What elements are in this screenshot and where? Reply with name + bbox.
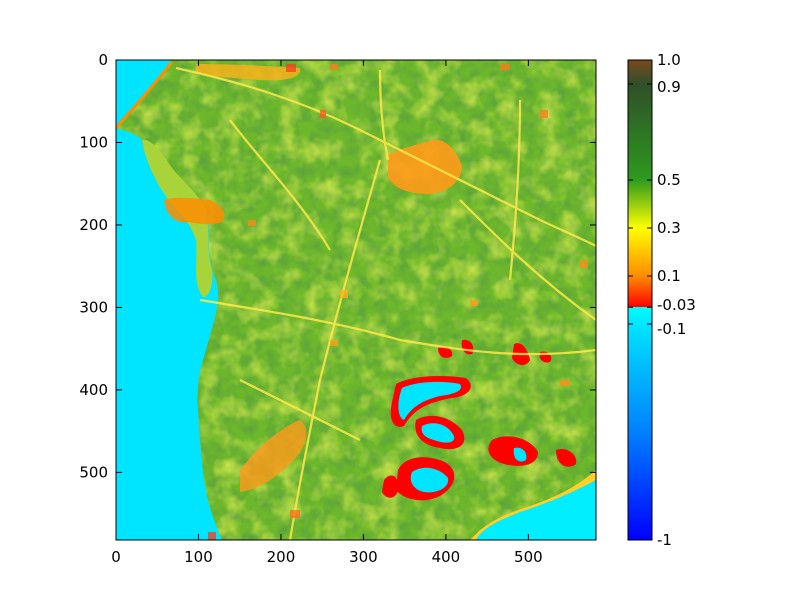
colorbar-tick-label: -0.1: [657, 320, 686, 338]
x-tick-label: 500: [514, 548, 543, 566]
y-tick-label: 300: [79, 298, 108, 316]
y-axis: 0 100 200 300 400 500: [79, 51, 596, 481]
y-tick-label: 500: [79, 463, 108, 481]
plot-frame: [115, 59, 597, 541]
heatmap-image: [116, 60, 596, 540]
region-peninsula: [142, 139, 213, 297]
x-tick-label: 400: [432, 548, 461, 566]
field-patches: [208, 64, 588, 540]
region-coastline: [470, 470, 596, 540]
colorbar-tick-label: 1.0: [657, 51, 681, 69]
region-town-top: [196, 64, 301, 81]
roads: [175, 66, 596, 540]
region-urban-coast: [164, 197, 225, 225]
x-axis: 0 100 200 300 400 500: [111, 60, 543, 566]
colorbar-ticks: -1 -0.1 -0.03 0.1 0.3 0.5 0.9 1.0: [628, 51, 696, 549]
colorbar-tick-label: 0.5: [657, 171, 681, 189]
y-tick-label: 400: [79, 381, 108, 399]
y-tick-label: 100: [79, 133, 108, 151]
region-urban-south: [240, 420, 307, 492]
y-tick-label: 200: [79, 216, 108, 234]
region-sea-southeast: [476, 480, 596, 540]
region-wetlands: [382, 339, 577, 501]
x-tick-label: 200: [267, 548, 296, 566]
y-tick-label: 0: [98, 51, 108, 69]
colorbar-tick-label: 0.9: [657, 78, 681, 96]
colorbar-tick-label: -0.03: [657, 296, 696, 314]
region-spit: [116, 61, 174, 129]
colorbar-tick-label: 0.1: [657, 267, 681, 285]
x-tick-label: 0: [111, 548, 121, 566]
colorbar: [627, 59, 653, 541]
colorbar-tick-label: -1: [657, 531, 672, 549]
region-sea-west: [116, 60, 222, 540]
x-tick-label: 100: [184, 548, 213, 566]
colorbar-tick-label: 0.3: [657, 219, 681, 237]
x-tick-label: 300: [349, 548, 378, 566]
